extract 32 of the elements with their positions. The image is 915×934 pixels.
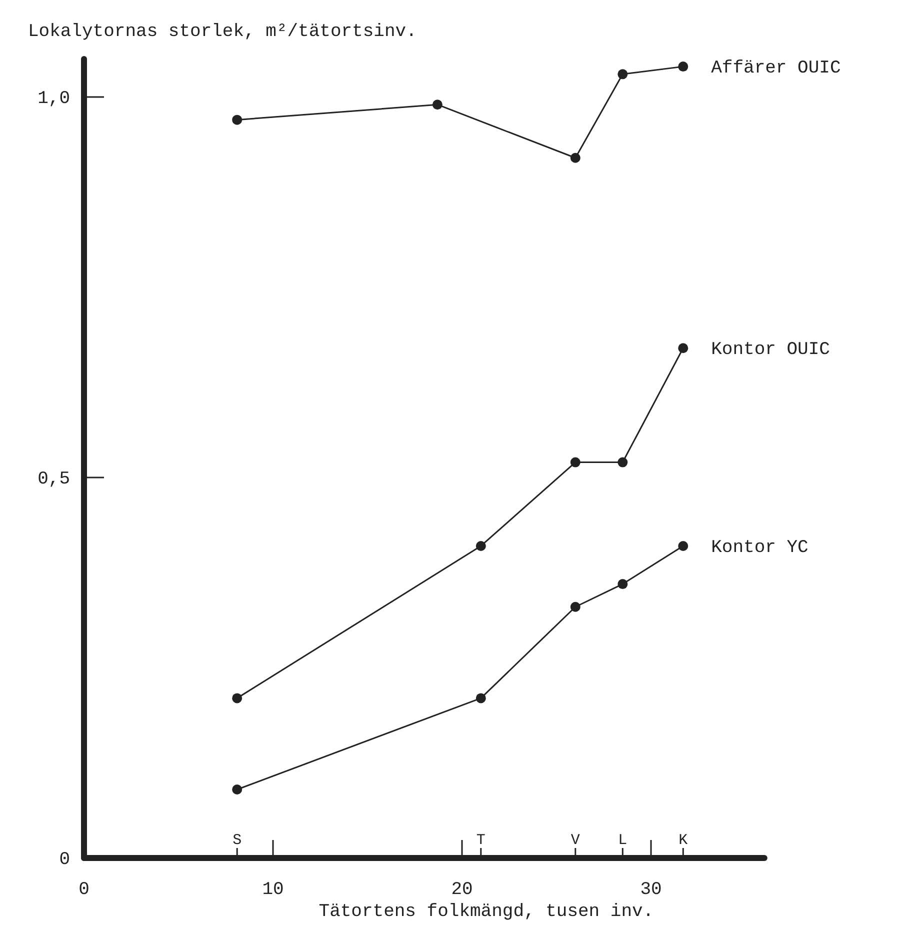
x-tick-label: 30 (640, 880, 662, 900)
x-tick-label: 0 (78, 880, 90, 900)
x-tick-label: 10 (262, 880, 284, 900)
annotation: T (476, 832, 486, 849)
annotation: K (678, 832, 688, 849)
point (476, 693, 486, 704)
point (618, 457, 628, 468)
point (618, 69, 628, 80)
annotation: V (570, 832, 580, 849)
annotation: S (232, 832, 242, 849)
point (232, 784, 242, 795)
point (570, 457, 580, 468)
y-tick-label: 1,0 (38, 89, 70, 109)
point (618, 579, 628, 590)
annotation: L (618, 832, 628, 849)
point (232, 693, 242, 704)
y-axis-title: Lokalytornas storlek, m²/tätortsinv. (28, 22, 417, 42)
y-tick-label: 0,5 (38, 470, 70, 490)
point (476, 540, 486, 551)
point (570, 152, 580, 163)
series-label: Affärer OUIC (711, 58, 841, 79)
point (432, 100, 442, 110)
series-label: Kontor OUIC (711, 340, 830, 360)
point (678, 343, 688, 354)
x-axis-title: Tätortens folkmängd, tusen inv. (318, 902, 654, 922)
point (678, 62, 688, 72)
series-label: Kontor YC (711, 538, 809, 558)
point (570, 602, 580, 612)
point (232, 114, 242, 125)
y-tick-label: 0 (59, 850, 70, 870)
point (678, 540, 688, 551)
x-tick-label: 20 (451, 880, 473, 900)
